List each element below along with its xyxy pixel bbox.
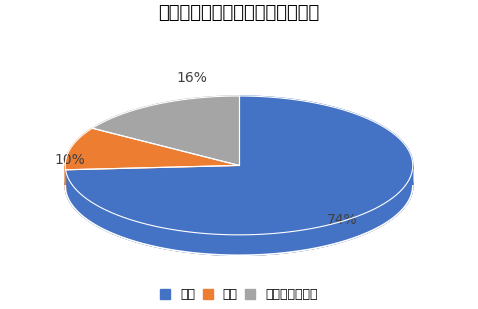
- Title: ラパンのインテリアの満足度調査: ラパンのインテリアの満足度調査: [158, 4, 320, 22]
- Polygon shape: [65, 166, 413, 255]
- Text: 10%: 10%: [54, 153, 85, 167]
- Polygon shape: [65, 128, 239, 170]
- Legend: 満足, 不満, どちらでもない: 満足, 不満, どちらでもない: [155, 283, 323, 306]
- Ellipse shape: [65, 116, 413, 255]
- Text: 74%: 74%: [327, 213, 358, 227]
- Text: 16%: 16%: [176, 71, 207, 85]
- Polygon shape: [92, 96, 239, 165]
- Polygon shape: [65, 96, 413, 235]
